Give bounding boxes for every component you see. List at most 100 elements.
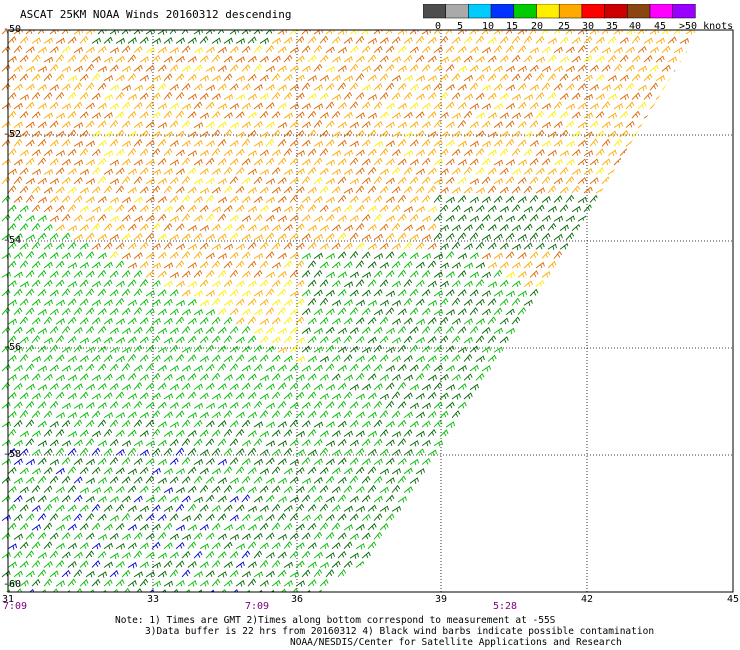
wind-barb (79, 92, 89, 100)
wind-barb (649, 30, 659, 35)
wind-barb (487, 262, 497, 269)
wind-barb (133, 550, 143, 559)
wind-barb (157, 589, 167, 592)
wind-barb (445, 101, 455, 110)
wind-barb (199, 449, 209, 456)
wind-barb (601, 327, 611, 335)
wind-barb (25, 101, 35, 110)
wind-barb (511, 224, 521, 232)
wind-barb (223, 279, 233, 288)
wind-barb (19, 281, 29, 288)
wind-barb (97, 383, 107, 391)
wind-barb (247, 316, 257, 325)
wind-barb (697, 365, 700, 372)
wind-barb (559, 579, 569, 587)
wind-barb (547, 428, 557, 437)
wind-barb (517, 83, 527, 91)
wind-barb (643, 149, 653, 157)
wind-barb (49, 326, 59, 334)
wind-barb (667, 241, 677, 250)
wind-barb (289, 157, 299, 166)
wind-barb (553, 570, 563, 578)
wind-barb (361, 251, 371, 259)
wind-barb (463, 336, 473, 344)
wind-barb (704, 467, 712, 474)
wind-barb (121, 288, 131, 297)
wind-barb (716, 450, 724, 456)
wind-barb (613, 570, 623, 578)
wind-barb (31, 541, 41, 550)
wind-barb (349, 157, 359, 166)
wind-barb (127, 223, 137, 231)
wind-barb (679, 131, 689, 138)
wind-barb (541, 495, 551, 503)
wind-barb (205, 589, 215, 592)
note-line-1: Note: 1) Times are GMT 2)Times along bot… (115, 615, 556, 626)
wind-barb (499, 92, 509, 100)
wind-barb (511, 579, 521, 587)
wind-barb (49, 63, 59, 72)
wind-barb (175, 223, 185, 231)
wind-barb (421, 420, 431, 428)
wind-barb (355, 430, 365, 437)
wind-barb (223, 185, 233, 194)
wind-barb (55, 412, 65, 419)
wind-barb (133, 476, 143, 484)
wind-barb (1, 271, 11, 279)
wind-barb (625, 30, 635, 35)
wind-barb (571, 298, 581, 306)
wind-barb (613, 250, 623, 259)
wind-barb (121, 363, 131, 372)
wind-barb (175, 149, 185, 157)
wind-barb (505, 176, 515, 185)
wind-barb (217, 495, 227, 503)
wind-barb (151, 74, 161, 82)
wind-barb (115, 467, 125, 475)
wind-barb (667, 317, 677, 325)
wind-barb (289, 232, 299, 241)
wind-barb (211, 393, 221, 400)
wind-barb (139, 466, 149, 475)
wind-barb (103, 542, 113, 550)
wind-barb (307, 391, 317, 400)
wind-barb (685, 438, 695, 447)
wind-barb (121, 120, 131, 128)
wind-barb (523, 242, 533, 250)
wind-barb (631, 316, 641, 325)
wind-barb (716, 55, 724, 62)
wind-barb (565, 176, 575, 185)
wind-barb (181, 103, 191, 110)
wind-barb (163, 73, 173, 82)
wind-barb (175, 392, 185, 400)
wind-barb (463, 411, 473, 419)
wind-barb (265, 383, 275, 391)
wind-barb (547, 449, 557, 457)
wind-barb (301, 176, 311, 185)
wind-barb (691, 410, 700, 419)
wind-barb (433, 158, 443, 166)
wind-barb (91, 560, 101, 568)
wind-barb (451, 486, 461, 494)
wind-barb (7, 36, 17, 44)
wind-barb (175, 336, 185, 344)
wind-barb (655, 485, 665, 493)
wind-barb (601, 138, 611, 147)
wind-barb (229, 533, 239, 541)
wind-barb (151, 205, 161, 213)
wind-barb (121, 476, 131, 484)
wind-barb (649, 101, 659, 110)
wind-barb (187, 430, 197, 437)
wind-barb (73, 364, 83, 372)
wind-barb (85, 346, 95, 354)
wind-barb (643, 429, 653, 437)
wind-barb (391, 260, 401, 269)
wind-barb (481, 551, 491, 559)
wind-barb (553, 588, 563, 592)
wind-barb (523, 223, 533, 231)
wind-barb (529, 158, 539, 166)
wind-barb (529, 251, 539, 259)
wind-barb (631, 578, 641, 587)
wind-barb (403, 335, 413, 344)
wind-barb (391, 112, 401, 119)
wind-barb (625, 515, 635, 522)
